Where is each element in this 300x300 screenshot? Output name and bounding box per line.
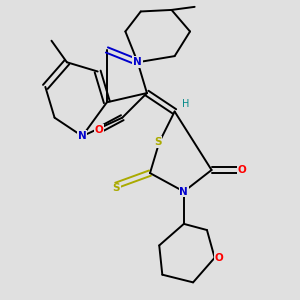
Text: H: H <box>182 99 189 109</box>
Text: O: O <box>95 125 103 135</box>
Text: S: S <box>154 137 161 147</box>
Text: N: N <box>179 187 188 196</box>
Text: O: O <box>238 165 247 175</box>
Text: S: S <box>112 184 120 194</box>
Text: N: N <box>78 131 87 141</box>
Text: N: N <box>133 57 142 67</box>
Text: O: O <box>215 253 224 263</box>
